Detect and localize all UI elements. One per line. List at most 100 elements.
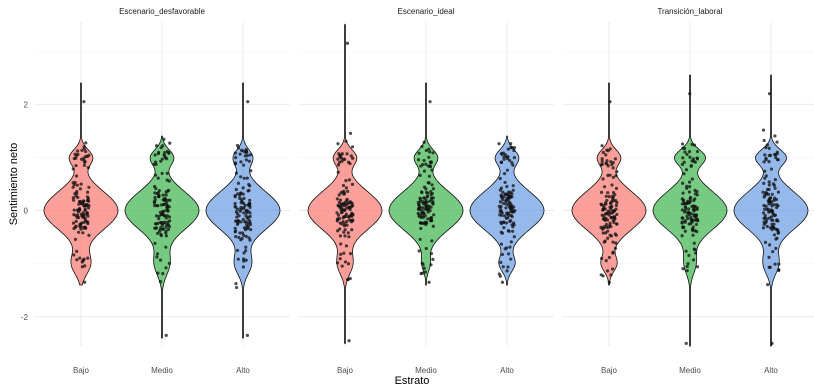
- data-point: [687, 190, 692, 194]
- data-point: [611, 240, 615, 244]
- data-point: [247, 182, 251, 187]
- data-point: [767, 243, 772, 247]
- data-point: [249, 169, 253, 173]
- data-point: [509, 257, 513, 261]
- data-point: [609, 273, 613, 277]
- y-axis-title: Sentimiento neto: [8, 143, 20, 226]
- data-point: [161, 198, 165, 202]
- data-point: [692, 209, 696, 213]
- data-point: [683, 229, 687, 233]
- data-point: [693, 218, 697, 222]
- data-point: [428, 150, 432, 154]
- data-point: [162, 153, 166, 157]
- data-point: [773, 262, 777, 266]
- data-point: [79, 182, 83, 186]
- data-point: [604, 153, 608, 157]
- data-point: [773, 213, 778, 217]
- data-point: [608, 173, 612, 177]
- data-point: [237, 235, 241, 240]
- data-point: [419, 226, 423, 231]
- data-point: [345, 152, 349, 156]
- data-point: [420, 190, 424, 195]
- data-point: [233, 201, 237, 206]
- data-point: [338, 234, 342, 238]
- data-point: [426, 217, 430, 221]
- data-point: [154, 144, 159, 148]
- data-point: [153, 191, 157, 195]
- data-point: [774, 155, 778, 160]
- data-point: [422, 140, 426, 144]
- data-point: [429, 198, 434, 202]
- data-point: [500, 252, 505, 257]
- data-point: [690, 142, 694, 147]
- data-point: [776, 231, 780, 235]
- data-point: [681, 156, 685, 160]
- violin-bajo: [571, 82, 647, 286]
- data-point: [350, 145, 355, 149]
- data-point: [86, 199, 91, 203]
- data-point: [498, 188, 502, 192]
- data-point: [72, 208, 76, 212]
- data-point: [612, 215, 616, 219]
- data-point: [345, 41, 350, 45]
- data-point: [769, 167, 774, 171]
- data-point: [693, 160, 697, 164]
- data-point: [501, 190, 505, 194]
- data-point: [683, 146, 687, 150]
- data-point: [241, 149, 245, 153]
- data-point: [681, 191, 685, 195]
- data-point: [767, 146, 771, 150]
- data-point: [156, 204, 160, 208]
- y-tick-label: 2: [24, 100, 29, 109]
- data-point: [236, 192, 240, 196]
- data-point: [426, 181, 430, 185]
- data-point: [238, 196, 242, 200]
- data-point: [602, 240, 606, 244]
- data-point: [343, 204, 347, 208]
- data-point: [239, 175, 243, 179]
- data-point: [156, 176, 160, 180]
- data-point: [347, 178, 352, 182]
- x-tick-label: Alto: [236, 366, 250, 375]
- data-point: [499, 193, 503, 197]
- data-point: [695, 189, 699, 194]
- points-medio: [416, 100, 436, 284]
- data-point: [242, 233, 246, 237]
- data-point: [680, 142, 685, 146]
- data-point: [340, 159, 344, 163]
- data-point: [430, 168, 434, 172]
- data-point: [350, 201, 354, 206]
- data-point: [342, 224, 347, 228]
- data-point: [161, 223, 165, 227]
- data-point: [341, 220, 345, 224]
- data-point: [248, 153, 252, 157]
- data-point: [153, 153, 157, 157]
- data-point: [422, 185, 427, 189]
- data-point: [234, 187, 238, 192]
- data-point: [605, 159, 609, 163]
- data-point: [428, 165, 433, 169]
- data-point: [246, 221, 251, 225]
- data-point: [504, 202, 508, 206]
- data-point: [421, 206, 425, 210]
- data-point: [234, 282, 238, 286]
- data-point: [153, 226, 157, 230]
- data-point: [164, 266, 168, 270]
- data-point: [165, 178, 169, 182]
- data-point: [774, 237, 778, 241]
- data-point: [425, 200, 429, 204]
- data-point: [762, 138, 766, 143]
- data-point: [338, 227, 342, 231]
- data-point: [512, 156, 516, 160]
- data-point: [505, 156, 510, 161]
- data-point: [158, 279, 163, 284]
- points-medio: [152, 137, 172, 337]
- data-point: [694, 222, 699, 227]
- data-point: [685, 186, 689, 190]
- data-point: [614, 203, 619, 208]
- data-point: [165, 171, 169, 175]
- data-point: [601, 231, 605, 235]
- data-point: [167, 261, 171, 265]
- data-point: [684, 168, 689, 172]
- data-point: [770, 192, 774, 196]
